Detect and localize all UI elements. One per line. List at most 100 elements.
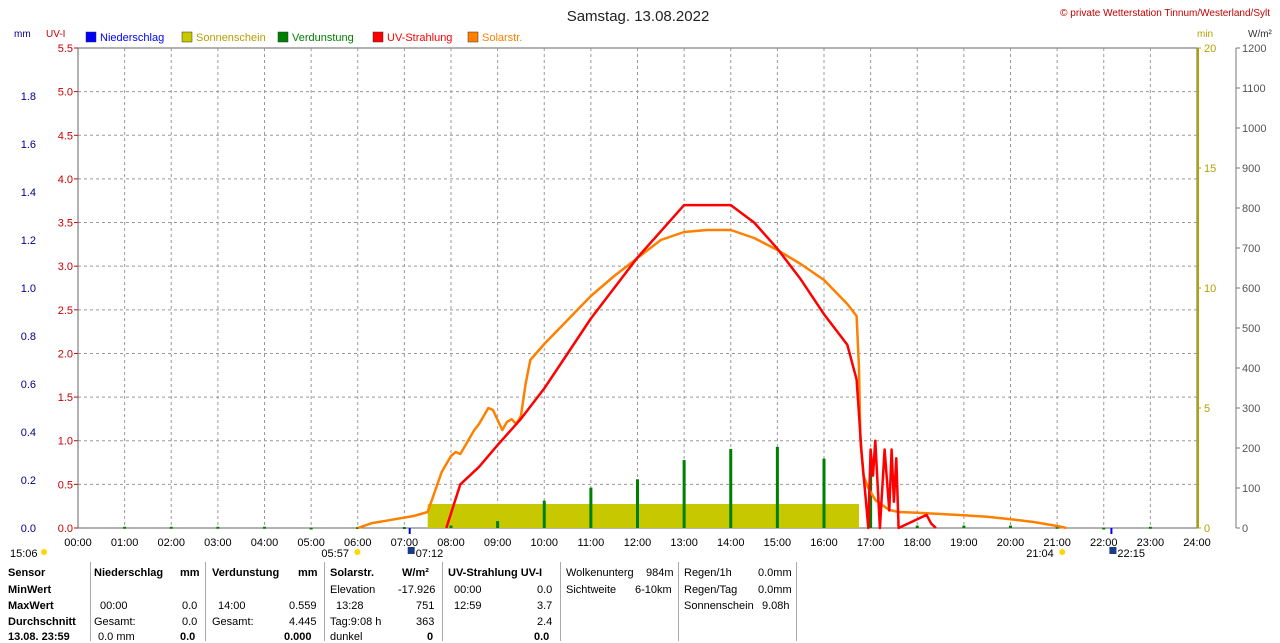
mm-tick-label: 0.0 [21, 523, 36, 535]
x-tick-label: 14:00 [717, 537, 745, 549]
wm2-tick-label: 100 [1242, 483, 1260, 495]
solar-day-label: Tag:9:08 h [330, 616, 382, 628]
copyright-label: © private Wetterstation Tinnum/Westerlan… [1060, 8, 1270, 19]
evaporation-bar [402, 527, 406, 530]
evaporation-bar [775, 446, 779, 528]
solar-max: 751 [416, 600, 435, 612]
uv-max-time: 12:59 [454, 600, 482, 612]
left-time-label: 15:06 [10, 548, 38, 560]
legend-label: UV-Strahlung [387, 32, 452, 44]
uv-tick-label: 2.0 [58, 348, 73, 360]
dusk-label: 22:15 [1117, 548, 1145, 560]
evaporation-bar [356, 527, 360, 530]
uv-tick-label: 0.5 [58, 479, 73, 491]
wm2-tick-label: 400 [1242, 363, 1260, 375]
evaporation-bar [636, 479, 639, 528]
niederschlag-total-label: Gesamt: [94, 616, 136, 628]
x-tick-label: 05:00 [297, 537, 325, 549]
x-tick-label: 09:00 [484, 537, 512, 549]
x-tick-label: 07:00 [391, 537, 419, 549]
evaporation-bar [869, 470, 873, 528]
evaporation-bar [309, 527, 313, 530]
visibility-value: 6-10km [635, 584, 672, 596]
evaporation-bar [123, 526, 127, 529]
legend-swatch [277, 31, 289, 43]
rain-day-value: 0.0mm [758, 584, 792, 596]
evaporation-bar [822, 458, 826, 528]
cloud-base-value: 984m [646, 567, 674, 579]
unit-min-label: min [1197, 29, 1213, 40]
solar-dark-label: dunkel [330, 631, 363, 643]
min-tick-label: 15 [1204, 163, 1216, 175]
x-tick-label: 24:00 [1183, 537, 1211, 549]
rain-day-label: Regen/Tag [684, 584, 738, 596]
uv-tick-label: 3.5 [58, 218, 73, 230]
x-tick-label: 08:00 [437, 537, 465, 549]
uv-min-time: 00:00 [454, 584, 482, 596]
evaporation-bar [263, 526, 266, 529]
min-tick-label: 0 [1204, 523, 1210, 535]
x-tick-label: 10:00 [530, 537, 558, 549]
chart-legend: Niederschlag Sonnenschein Verdunstung UV-St… [85, 31, 522, 44]
x-tick-label: 01:00 [111, 537, 139, 549]
uv-tick-label: 4.5 [58, 130, 73, 142]
wm2-tick-label: 1100 [1242, 83, 1266, 95]
solar-elevation-label: Elevation [330, 584, 376, 596]
sunshine-bar [427, 504, 859, 528]
legend-swatch [85, 31, 97, 43]
mm-tick-label: 1.8 [21, 91, 36, 103]
x-tick-label: 11:00 [578, 537, 605, 549]
chart-title: Samstag. 13.08.2022 [567, 8, 710, 25]
x-tick-label: 02:00 [157, 537, 185, 549]
x-tick-label: 04:00 [251, 537, 279, 549]
wm2-tick-label: 0 [1242, 523, 1248, 535]
row-label-sensor: Sensor [8, 567, 46, 579]
niederschlag-max: 0.0 [182, 600, 198, 612]
min-tick-label: 20 [1204, 43, 1216, 55]
x-tick-label: 18:00 [903, 537, 931, 549]
evaporation-bar [1055, 526, 1059, 529]
wm2-tick-label: 900 [1242, 163, 1260, 175]
sunrise-label: 05:57 [321, 548, 349, 560]
mm-tick-label: 0.8 [21, 331, 36, 343]
solar-unit: W/m² [402, 567, 429, 579]
uv-tick-label: 2.5 [58, 305, 73, 317]
solar-radiation-line [357, 228, 1067, 530]
niederschlag-total: 0.0 [182, 616, 198, 628]
chart-grid [77, 47, 1198, 529]
x-tick-label: 17:00 [857, 537, 885, 549]
niederschlag-unit: mm [180, 567, 200, 579]
uv-tick-label: 1.5 [58, 392, 73, 404]
wm2-tick-label: 1200 [1242, 43, 1266, 55]
min-tick-label: 10 [1204, 283, 1216, 295]
sunshine-label: Sonnenschein [684, 600, 754, 612]
x-tick-label: 19:00 [950, 537, 978, 549]
wm2-tick-label: 500 [1242, 323, 1260, 335]
niederschlag-current: 0.0 mm [98, 631, 135, 643]
evaporation-bar [962, 525, 966, 528]
legend-label: Niederschlag [100, 32, 164, 44]
cloud-base-label: Wolkenunterg [566, 567, 634, 579]
x-tick-label: 20:00 [997, 537, 1025, 549]
uv-current: 0.0 [534, 631, 550, 643]
wm2-tick-label: 200 [1242, 443, 1260, 455]
mm-tick-label: 1.4 [21, 187, 36, 199]
chart-bars [123, 446, 1152, 530]
verdunstung-unit: mm [298, 567, 318, 579]
x-tick-label: 00:00 [64, 537, 92, 549]
dusk-icon [1109, 547, 1117, 554]
row-label-min: MinWert [8, 584, 52, 596]
uv-min: 0.0 [537, 584, 553, 596]
legend-swatch [181, 31, 193, 43]
x-tick-label: 12:00 [624, 537, 652, 549]
evaporation-bar [1148, 526, 1152, 529]
wm2-tick-label: 700 [1242, 243, 1260, 255]
row-label-avg: Durchschnitt [8, 616, 76, 628]
legend-label: Sonnenschein [196, 32, 266, 44]
x-tick-label: 06:00 [344, 537, 372, 549]
verdunstung-header: Verdunstung [212, 567, 280, 579]
dawn-icon [407, 547, 415, 554]
mm-tick-label: 0.2 [21, 475, 36, 487]
evaporation-bar [542, 500, 546, 528]
evaporation-bar [169, 526, 173, 529]
